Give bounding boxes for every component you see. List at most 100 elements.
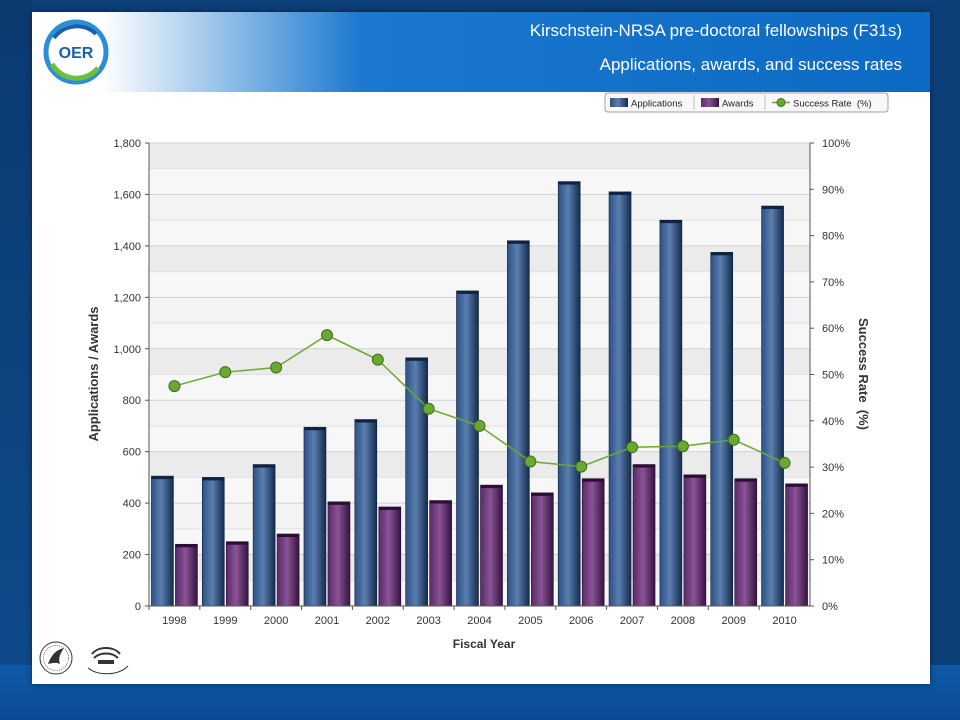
y2-tick-label: 80% xyxy=(822,231,844,243)
bar-applications-2008 xyxy=(659,219,683,607)
y-tick-label: 800 xyxy=(123,395,141,407)
bar-cap-applications-1999 xyxy=(202,477,225,481)
bar-applications-2007 xyxy=(608,191,632,607)
y2-tick-label: 0% xyxy=(822,601,838,613)
y2-tick-label: 60% xyxy=(822,323,844,335)
bar-applications-2005 xyxy=(507,240,530,607)
y-tick-label: 1,000 xyxy=(113,344,141,356)
success-rate-point-2006 xyxy=(575,460,588,473)
y-tick-label: 200 xyxy=(123,550,141,562)
plot-band xyxy=(149,348,810,375)
legend-label-awards: Awards xyxy=(722,99,754,110)
bar-awards-2001 xyxy=(327,501,351,607)
x-tick-label: 2010 xyxy=(772,615,796,627)
bar-cap-awards-2001 xyxy=(327,501,350,505)
y-axis-label: Applications / Awards xyxy=(86,306,101,441)
bar-cap-applications-1998 xyxy=(151,476,174,480)
success-rate-point-2008 xyxy=(676,440,689,453)
y2-tick-label: 10% xyxy=(822,555,844,567)
bar-awards-1999 xyxy=(225,541,249,607)
page-background-left xyxy=(0,0,32,720)
success-rate-point-2001 xyxy=(320,329,333,342)
x-tick-label: 2003 xyxy=(416,615,440,627)
bar-cap-awards-2005 xyxy=(531,492,554,496)
x-tick-label: 2002 xyxy=(366,615,390,627)
y-tick-label: 1,200 xyxy=(113,292,141,304)
x-tick-label: 2009 xyxy=(721,615,745,627)
x-tick-label: 2006 xyxy=(569,615,593,627)
y2-axis-label: Success Rate (%) xyxy=(856,318,871,430)
bar-applications-2002 xyxy=(354,419,378,607)
y-tick-label: 1,800 xyxy=(113,138,141,150)
bar-cap-awards-2009 xyxy=(734,478,757,482)
success-rate-point-2010 xyxy=(778,456,791,469)
x-tick-label: 2004 xyxy=(467,615,491,627)
y-tick-label: 400 xyxy=(123,498,141,510)
x-tick-label: 2007 xyxy=(620,615,644,627)
x-tick-label: 2001 xyxy=(315,615,339,627)
y-tick-label: 1,600 xyxy=(113,189,141,201)
bar-cap-awards-2003 xyxy=(429,500,452,504)
bar-awards-2009 xyxy=(734,478,758,607)
y2-tick-label: 20% xyxy=(822,508,844,520)
oer-logo: OER xyxy=(43,19,109,85)
bar-cap-applications-2002 xyxy=(354,419,377,423)
nih-logo-icon xyxy=(87,647,129,675)
legend-marker-success-rate xyxy=(776,98,786,107)
bar-cap-applications-2010 xyxy=(761,206,784,210)
bar-awards-1998 xyxy=(175,543,198,607)
legend-label-applications: Applications xyxy=(631,99,682,110)
logo-text: OER xyxy=(59,45,94,62)
bar-cap-awards-2002 xyxy=(378,506,401,510)
x-axis-label: Fiscal Year xyxy=(453,637,516,651)
x-tick-label: 2005 xyxy=(518,615,542,627)
bar-applications-2009 xyxy=(710,252,734,607)
bar-cap-awards-2004 xyxy=(480,485,503,489)
bar-cap-applications-2008 xyxy=(659,220,682,224)
bar-applications-2003 xyxy=(405,357,428,607)
success-rate-point-2002 xyxy=(371,353,384,366)
legend: Applications Awards Success Rate (%) xyxy=(604,92,889,113)
bar-cap-awards-2008 xyxy=(683,474,706,478)
y2-tick-label: 100% xyxy=(822,138,850,150)
slide-title-line-1: Kirschstein-NRSA pre-doctoral fellowship… xyxy=(529,21,902,40)
success-rate-point-2003 xyxy=(422,402,435,415)
bar-awards-2000 xyxy=(276,533,300,607)
bar-cap-applications-2005 xyxy=(507,240,530,244)
success-rate-point-2005 xyxy=(524,455,537,468)
bar-cap-awards-1998 xyxy=(175,544,198,548)
y-tick-label: 0 xyxy=(135,601,141,613)
y-tick-label: 600 xyxy=(123,447,141,459)
plot-band xyxy=(149,194,810,221)
bar-cap-applications-2000 xyxy=(253,464,276,468)
bar-cap-applications-2001 xyxy=(303,427,326,431)
bar-awards-2007 xyxy=(632,464,656,607)
bar-applications-1999 xyxy=(201,477,225,607)
bar-cap-applications-2007 xyxy=(609,191,632,195)
plot-band xyxy=(149,245,810,272)
y2-tick-label: 70% xyxy=(822,277,844,289)
slide-header: OER Kirschstein-NRSA pre-doctoral fellow… xyxy=(32,12,930,92)
x-tick-label: 1999 xyxy=(213,615,237,627)
plot-band xyxy=(149,297,810,324)
success-rate-point-2000 xyxy=(270,361,283,374)
success-rate-point-2004 xyxy=(473,419,486,432)
bar-cap-applications-2009 xyxy=(710,252,733,256)
y2-tick-label: 50% xyxy=(822,370,844,382)
x-tick-label: 2008 xyxy=(671,615,695,627)
bar-applications-2010 xyxy=(761,205,784,607)
bar-applications-1998 xyxy=(151,475,174,607)
x-tick-label: 2000 xyxy=(264,615,288,627)
bar-awards-2010 xyxy=(785,483,808,607)
bar-cap-applications-2004 xyxy=(456,290,479,294)
legend-label-success-rate: Success Rate (%) xyxy=(793,99,872,110)
bar-applications-2001 xyxy=(303,426,327,607)
bar-awards-2002 xyxy=(378,506,402,607)
y-tick-label: 1,400 xyxy=(113,241,141,253)
success-rate-point-2009 xyxy=(727,433,740,446)
bar-applications-2004 xyxy=(456,290,479,607)
bar-applications-2000 xyxy=(252,464,276,607)
y2-tick-label: 40% xyxy=(822,416,844,428)
legend-swatch-awards xyxy=(701,98,719,107)
bar-awards-2003 xyxy=(429,500,452,607)
